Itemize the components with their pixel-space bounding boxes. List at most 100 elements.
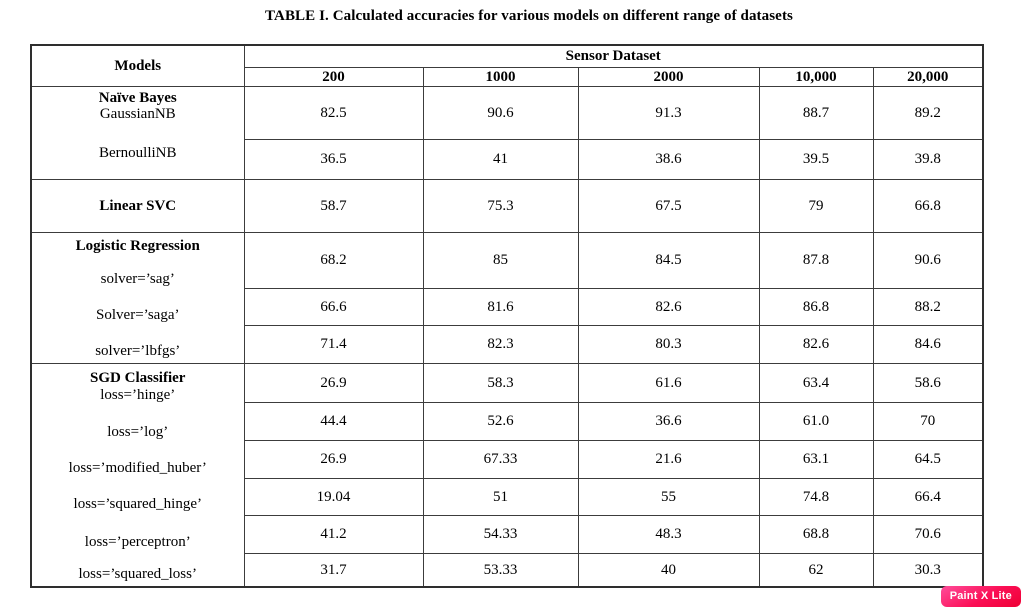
- table-row: 41.2 54.33 48.3 68.8 70.6: [31, 514, 984, 554]
- accuracy-cell: 80.3: [577, 324, 760, 364]
- table-row: 44.4 52.6 36.6 61.0 70: [31, 401, 984, 441]
- accuracy-cell: 70: [872, 401, 984, 441]
- model-variant-label: loss=’modified_huber’: [68, 459, 207, 476]
- model-variant-label: loss=’perceptron’: [84, 533, 191, 550]
- accuracy-cell: 86.8: [758, 287, 874, 326]
- accuracy-cell: 70.6: [872, 514, 984, 554]
- accuracy-cell: 89.2: [872, 85, 984, 140]
- table-row: Linear SVC 58.7 75.3 67.5 79 66.8: [30, 178, 984, 233]
- model-variant-label: loss=’squared_hinge’: [73, 495, 202, 512]
- model-section-name: SGD Classifier: [90, 369, 186, 386]
- accuracy-cell: 66.8: [872, 178, 984, 233]
- column-header-200: 200: [243, 66, 424, 87]
- accuracy-cell: 52.6: [422, 401, 579, 441]
- accuracy-cell: 26.9: [243, 439, 424, 479]
- accuracy-cell: 40: [577, 552, 760, 588]
- accuracy-cell: 31.7: [243, 552, 424, 588]
- accuracy-cell: 79: [758, 178, 874, 233]
- model-variant-label: GaussianNB: [99, 105, 176, 122]
- model-cell-naive-bayes: Naïve Bayes GaussianNB BernoulliNB: [30, 85, 245, 180]
- table-row: SGD Classifier loss=’hinge’ loss=’log’ l…: [30, 362, 984, 588]
- accuracy-cell: 39.5: [758, 138, 874, 180]
- model-section-name: Logistic Regression: [75, 237, 200, 254]
- model-variant-label: loss=’hinge’: [100, 386, 176, 403]
- model-variant-label: BernoulliNB: [99, 144, 177, 161]
- accuracy-cell: 71.4: [243, 324, 424, 364]
- accuracy-cell: 68.8: [758, 514, 874, 554]
- accuracy-cell: 66.6: [243, 287, 424, 326]
- models-column-header: Models: [30, 44, 245, 87]
- accuracy-cell: 91.3: [577, 85, 760, 140]
- model-variant-label: loss=’squared_loss’: [78, 565, 197, 582]
- accuracy-cell: 36.5: [243, 138, 424, 180]
- model-cell-logistic-regression: Logistic Regression solver=’sag’ Solver=…: [30, 231, 245, 364]
- column-header-2000: 2000: [577, 66, 760, 87]
- table-row: Logistic Regression solver=’sag’ Solver=…: [30, 231, 984, 364]
- accuracy-cell: 61.6: [577, 362, 760, 403]
- accuracy-cell: 85: [422, 231, 579, 289]
- accuracy-cell: 44.4: [243, 401, 424, 441]
- accuracy-cell: 54.33: [422, 514, 579, 554]
- accuracy-cell: 30.3: [872, 552, 984, 588]
- table-row: Naïve Bayes GaussianNB BernoulliNB 82.5 …: [30, 85, 984, 180]
- accuracy-cell: 41: [422, 138, 579, 180]
- model-cell-sgd-classifier: SGD Classifier loss=’hinge’ loss=’log’ l…: [30, 362, 245, 588]
- accuracy-cell: 19.04: [243, 477, 424, 516]
- table-row: 19.04 51 55 74.8 66.4: [31, 477, 984, 516]
- accuracy-cell: 53.33: [422, 552, 579, 588]
- accuracy-cell: 64.5: [872, 439, 984, 479]
- paint-x-lite-watermark: Paint X Lite: [940, 586, 1021, 607]
- accuracy-cell: 90.6: [872, 231, 984, 289]
- accuracy-cell: 36.6: [577, 401, 760, 441]
- accuracy-cell: 58.6: [872, 362, 984, 403]
- accuracy-cell: 63.4: [758, 362, 874, 403]
- accuracy-cell: 48.3: [577, 514, 760, 554]
- accuracy-cell: 88.7: [758, 85, 874, 140]
- accuracy-cell: 82.6: [758, 324, 874, 364]
- accuracy-cell: 82.5: [243, 85, 424, 140]
- accuracy-cell: 84.6: [872, 324, 984, 364]
- table-header-row: Models Sensor Dataset: [30, 44, 984, 87]
- accuracy-cell: 63.1: [758, 439, 874, 479]
- accuracy-cell: 41.2: [243, 514, 424, 554]
- sensor-dataset-header: Sensor Dataset: [243, 44, 984, 68]
- accuracy-cell: 26.9: [243, 362, 424, 403]
- accuracy-cell: 55: [577, 477, 760, 516]
- table-row: 26.9 67.33 21.6 63.1 64.5: [31, 439, 984, 479]
- accuracy-cell: 21.6: [577, 439, 760, 479]
- accuracy-cell: 82.3: [422, 324, 579, 364]
- model-section-name: Naïve Bayes: [98, 89, 177, 106]
- accuracy-cell: 51: [422, 477, 579, 516]
- accuracy-cell: 39.8: [872, 138, 984, 180]
- column-header-10000: 10,000: [758, 66, 874, 87]
- accuracy-cell: 62: [758, 552, 874, 588]
- column-header-20000: 20,000: [872, 66, 984, 87]
- model-variant-label: solver=’lbfgs’: [95, 342, 181, 359]
- accuracy-cell: 81.6: [422, 287, 579, 326]
- accuracy-cell: 38.6: [577, 138, 760, 180]
- table-row: 36.5 41 38.6 39.5 39.8: [31, 138, 984, 180]
- accuracy-cell: 84.5: [577, 231, 760, 289]
- accuracy-cell: 75.3: [422, 178, 579, 233]
- accuracy-cell: 58.7: [243, 178, 424, 233]
- accuracy-cell: 68.2: [243, 231, 424, 289]
- accuracy-cell: 82.6: [577, 287, 760, 326]
- model-variant-label: loss=’log’: [107, 423, 169, 440]
- accuracy-cell: 67.5: [577, 178, 760, 233]
- accuracy-cell: 87.8: [758, 231, 874, 289]
- column-header-1000: 1000: [422, 66, 579, 87]
- accuracy-cell: 88.2: [872, 287, 984, 326]
- accuracy-cell: 67.33: [422, 439, 579, 479]
- model-variant-label: Solver=’saga’: [96, 306, 180, 323]
- table-row: 31.7 53.33 40 62 30.3: [31, 552, 984, 588]
- table-title: TABLE I. Calculated accuracies for vario…: [265, 8, 793, 24]
- table-row: 71.4 82.3 80.3 82.6 84.6: [31, 324, 984, 364]
- accuracy-cell: 66.4: [872, 477, 984, 516]
- accuracy-table: Models Sensor Dataset 200 1000 2000 10,0…: [30, 44, 984, 588]
- accuracy-cell: 74.8: [758, 477, 874, 516]
- accuracy-cell: 61.0: [758, 401, 874, 441]
- accuracy-cell: 90.6: [422, 85, 579, 140]
- accuracy-cell: 58.3: [422, 362, 579, 403]
- model-cell-linear-svc: Linear SVC: [30, 178, 245, 233]
